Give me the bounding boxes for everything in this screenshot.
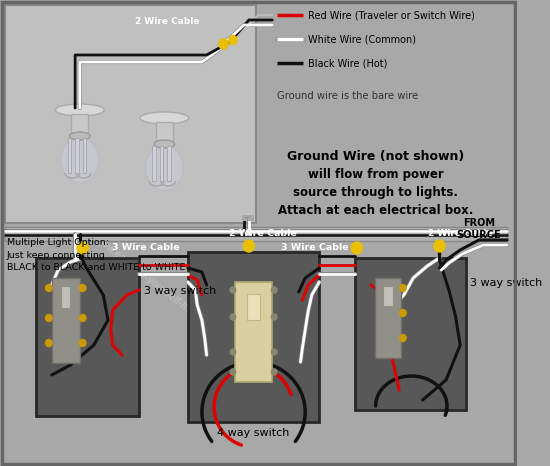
Circle shape [271, 287, 277, 293]
Bar [72, 114, 88, 136]
Text: 4 way switch: 4 way switch [217, 428, 290, 438]
Bar [5, 5, 256, 223]
Text: Ground Wire (not shown): Ground Wire (not shown) [287, 150, 464, 163]
Text: 3 way switch: 3 way switch [470, 278, 542, 288]
Bar [61, 286, 70, 308]
Circle shape [79, 315, 86, 322]
Text: 2 Wire Cable: 2 Wire Cable [135, 18, 200, 27]
Text: Multiple Light Option:
Just keep connecting
BLACK to BLACK and WHITE to WHITE: Multiple Light Option: Just keep connect… [7, 238, 185, 272]
Bar [52, 278, 80, 363]
Circle shape [230, 314, 236, 320]
Circle shape [229, 35, 237, 44]
Bar [243, 215, 254, 221]
Circle shape [230, 369, 236, 375]
Circle shape [79, 340, 86, 347]
Text: Black Wire (Hot): Black Wire (Hot) [308, 58, 387, 68]
Bar [5, 227, 507, 241]
Circle shape [230, 349, 236, 355]
Ellipse shape [154, 140, 175, 148]
Bar [75, 138, 79, 173]
Circle shape [271, 369, 277, 375]
Text: www.easy-do-yourself-home-improvements.com: www.easy-do-yourself-home-improvements.c… [92, 233, 284, 386]
Circle shape [219, 39, 228, 49]
Text: 2 Wire Cable: 2 Wire Cable [229, 228, 297, 238]
Bar [355, 258, 466, 410]
Text: FROM
SOURCE: FROM SOURCE [456, 218, 501, 240]
Bar [156, 122, 173, 144]
Text: 2 Wire Cable: 2 Wire Cable [428, 228, 492, 238]
Bar [235, 282, 272, 382]
Circle shape [400, 309, 406, 316]
Bar [82, 138, 86, 173]
Circle shape [230, 287, 236, 293]
Circle shape [271, 349, 277, 355]
Circle shape [351, 242, 362, 254]
Circle shape [46, 340, 52, 347]
Ellipse shape [140, 112, 189, 124]
Bar [247, 294, 260, 320]
Circle shape [243, 240, 255, 252]
Circle shape [46, 285, 52, 292]
Ellipse shape [146, 145, 183, 191]
Text: Ground wire is the bare wire: Ground wire is the bare wire [277, 91, 419, 101]
Bar [68, 138, 72, 173]
Ellipse shape [69, 132, 90, 140]
Bar [160, 146, 163, 181]
Bar [167, 146, 171, 181]
Text: Red Wire (Traveler or Switch Wire): Red Wire (Traveler or Switch Wire) [308, 10, 475, 20]
Text: White Wire (Common): White Wire (Common) [308, 34, 416, 44]
Text: will flow from power
source through to lights.
Attach at each electrical box.: will flow from power source through to l… [278, 168, 474, 217]
Bar [36, 258, 139, 416]
Bar [188, 252, 320, 422]
Ellipse shape [61, 137, 98, 183]
Circle shape [400, 285, 406, 292]
Text: 3 way switch: 3 way switch [144, 286, 216, 296]
Text: 3 Wire Cable: 3 Wire Cable [112, 244, 179, 253]
Bar [152, 146, 156, 181]
Bar [383, 286, 393, 306]
Circle shape [434, 240, 445, 252]
Circle shape [46, 315, 52, 322]
Circle shape [271, 314, 277, 320]
Ellipse shape [56, 104, 104, 116]
Text: ┬: ┬ [245, 213, 250, 222]
Bar [375, 278, 401, 358]
Text: 3 Wire Cable: 3 Wire Cable [281, 244, 348, 253]
Circle shape [79, 285, 86, 292]
Circle shape [77, 242, 88, 254]
Circle shape [400, 335, 406, 342]
